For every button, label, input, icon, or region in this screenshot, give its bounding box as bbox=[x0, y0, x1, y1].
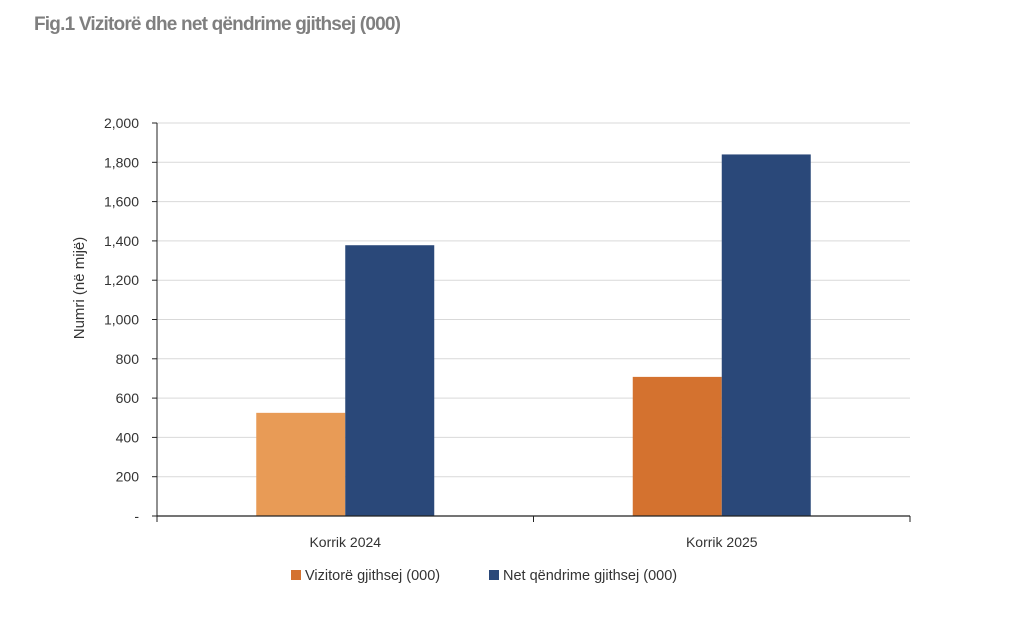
y-tick-label: 1,200 bbox=[104, 272, 139, 288]
axes bbox=[152, 122, 911, 522]
y-tick-label: 1,000 bbox=[104, 312, 139, 328]
x-tick-label: Korrik 2025 bbox=[686, 534, 758, 550]
bars bbox=[256, 154, 811, 516]
y-tick-label: 1,600 bbox=[104, 194, 139, 210]
bar-net-stays-2 bbox=[721, 154, 811, 516]
bar-net-stays-1 bbox=[345, 245, 435, 516]
tick-labels: - 200 400 600 800 1,000 1,200 1,400 1,600 1,800 2,… bbox=[104, 115, 758, 550]
y-tick-label: 2,000 bbox=[104, 115, 139, 131]
bar-visitors-1 bbox=[256, 412, 346, 516]
bar-visitors-2 bbox=[632, 376, 722, 516]
figure-title: Fig.1 Vizitorë dhe net qëndrime gjithsej… bbox=[34, 14, 401, 35]
legend-swatch-net-stays bbox=[489, 570, 499, 580]
legend: Vizitorë gjithsej (000) Net qëndrime gjit… bbox=[291, 568, 677, 584]
legend-swatch-visitors bbox=[291, 570, 301, 580]
y-tick-label: 800 bbox=[116, 351, 140, 367]
y-tick-label: 1,400 bbox=[104, 233, 139, 249]
y-tick-label: 400 bbox=[116, 429, 140, 445]
y-axis-title: Numri (në mijë) bbox=[71, 237, 88, 340]
y-tick-label: 600 bbox=[116, 390, 140, 406]
y-tick-label: - bbox=[134, 508, 139, 524]
legend-label-net-stays: Net qëndrime gjithsej (000) bbox=[503, 568, 677, 584]
x-tick-label: Korrik 2024 bbox=[309, 534, 381, 550]
legend-label-visitors: Vizitorë gjithsej (000) bbox=[305, 568, 440, 584]
y-tick-label: 1,800 bbox=[104, 154, 139, 170]
y-tick-label: 200 bbox=[116, 469, 140, 485]
